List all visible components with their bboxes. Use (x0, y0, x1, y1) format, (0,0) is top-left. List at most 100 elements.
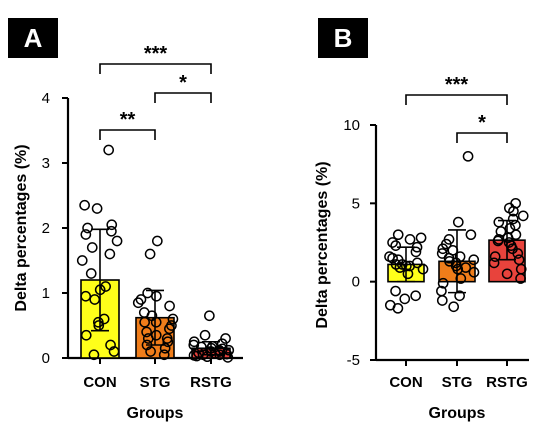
panel-b-point-con (399, 293, 411, 305)
panel-a-y-axis-title: Delta percentages (%) (13, 144, 30, 311)
panel-a-point-stg (145, 346, 156, 357)
panel-a-y-tick-label: 3 (42, 155, 50, 172)
panel-a-sig-label: * (179, 72, 187, 94)
panel-b-point-stg (462, 150, 474, 162)
panel-b-point-rstg (501, 268, 513, 280)
panel-a-point-con (108, 346, 120, 357)
panel-a-point-stg (164, 300, 175, 312)
panel-b-point-stg (437, 277, 449, 289)
panel-a-point-stg (135, 294, 147, 305)
panel-b-point-con (417, 263, 429, 275)
panel-a-point-stg (139, 316, 150, 328)
panel-a-point-stg (159, 342, 171, 354)
panel-b-point-con (404, 234, 416, 245)
panel-a-sig-bracket (99, 129, 156, 140)
panel-a-point-con (106, 219, 118, 231)
panel-b-point-con (410, 290, 422, 302)
panel-b-point-stg (448, 301, 460, 313)
panel-b-y-axis-title: Delta percentages (%) (314, 161, 331, 328)
panel-b-point-rstg (495, 226, 507, 237)
panel-b-x-axis-title: Groups (429, 405, 486, 422)
panel-b-tag: B (318, 18, 368, 58)
panel-a-point-con (79, 199, 90, 211)
panel-a-point-con (76, 255, 88, 266)
panel-a-point-con (85, 268, 97, 279)
panel-b-point-con (387, 237, 398, 248)
panel-a-sig-bracket (99, 63, 212, 74)
panel-b-point-rstg (508, 205, 519, 217)
panel-b-x-tick-label-con: CON (389, 374, 422, 391)
panel-a-point-stg (142, 333, 154, 344)
panel-a-point-rstg (188, 339, 200, 351)
panel-a-point-rstg (204, 310, 215, 322)
panel-b-point-stg (468, 254, 480, 266)
panel-a-x-tick-label-con: CON (83, 374, 116, 391)
panel-a-point-rstg (222, 352, 234, 363)
panel-b-y-tick-label: -5 (347, 352, 360, 369)
panel-b-point-rstg (512, 248, 524, 259)
panel-a-x-tick-label-stg: STG (140, 374, 171, 391)
panel-b-sig-label: *** (445, 74, 469, 96)
panel-b-point-rstg (507, 213, 519, 225)
panel-b: B Delta percentages (%) Groups -5 0 5 10 CON… (314, 18, 529, 422)
panel-b-y-tick-label: 5 (352, 195, 360, 212)
panel-a-point-con (86, 242, 98, 253)
panel-a-y-tick-label: 0 (42, 350, 50, 367)
panel-a-point-con (82, 222, 93, 234)
panel-b-point-stg (450, 257, 462, 269)
panel-a-point-stg (158, 349, 170, 361)
panel-a-tag: A (8, 18, 58, 58)
panel-b-point-rstg (517, 210, 529, 222)
panel-b-point-rstg (492, 235, 504, 247)
panel-b-x-tick-label-rstg: RSTG (486, 374, 528, 391)
panel-a-point-rstg (195, 341, 207, 353)
panel-a-y-tick-label: 1 (42, 285, 50, 302)
panel-a-point-con (105, 339, 116, 351)
panel-b-point-stg (465, 229, 477, 241)
panel-b-point-rstg (493, 216, 505, 228)
panel-b-point-con (392, 229, 404, 241)
panel-a-point-con (104, 248, 116, 260)
panel-b-point-rstg (488, 257, 500, 269)
panel-a-sig-label: *** (144, 43, 168, 65)
panel-b-point-con (390, 240, 402, 251)
panel-a-point-con (80, 329, 92, 341)
panel-a-sig-bracket (154, 92, 212, 103)
panel-a-y-tick-label: 4 (42, 90, 50, 107)
panel-b-point-rstg (503, 237, 515, 248)
panel-b-point-stg (460, 262, 472, 273)
panel-b-point-con (404, 260, 416, 272)
panel-b-point-con (410, 246, 422, 258)
panel-a-point-con (103, 144, 115, 156)
panel-a-point-con (100, 281, 111, 292)
panel-b-sig-bracket (456, 132, 508, 143)
panel-a-point-stg (151, 235, 163, 247)
panel-a-point-con (111, 235, 123, 247)
panel-b-point-stg (436, 295, 448, 306)
panel-a-point-con (88, 349, 100, 361)
panel-a-point-stg (141, 326, 152, 338)
panel-a-point-rstg (201, 351, 213, 363)
panel-b-y-tick-label: 10 (343, 117, 360, 134)
panel-a-letter: A (24, 23, 43, 53)
panel-a-point-con (80, 229, 92, 240)
panel-b-point-con (394, 262, 406, 273)
panel-a-point-stg (164, 323, 175, 335)
panel-b-point-rstg (489, 251, 501, 262)
panel-b-x-tick-label-stg: STG (442, 374, 473, 391)
panel-b-point-stg (437, 243, 449, 255)
panel-a-point-rstg (199, 329, 211, 341)
panel-a-point-stg (132, 297, 144, 309)
panel-b-point-con (415, 232, 427, 244)
panel-b-point-con (387, 252, 398, 264)
panel-a-point-stg (151, 290, 162, 302)
panel-a-point-con (80, 290, 92, 302)
panel-b-sig-bracket (405, 94, 508, 105)
panel-a-y-tick-label: 2 (42, 220, 50, 237)
panel-a: A Delta percentages (%) Groups 0 1 2 3 4 CON S… (8, 18, 243, 422)
panel-a-point-stg (167, 313, 179, 325)
panel-a-point-stg (162, 336, 174, 348)
panel-b-point-stg (452, 216, 464, 228)
panel-b-point-rstg (515, 273, 526, 284)
